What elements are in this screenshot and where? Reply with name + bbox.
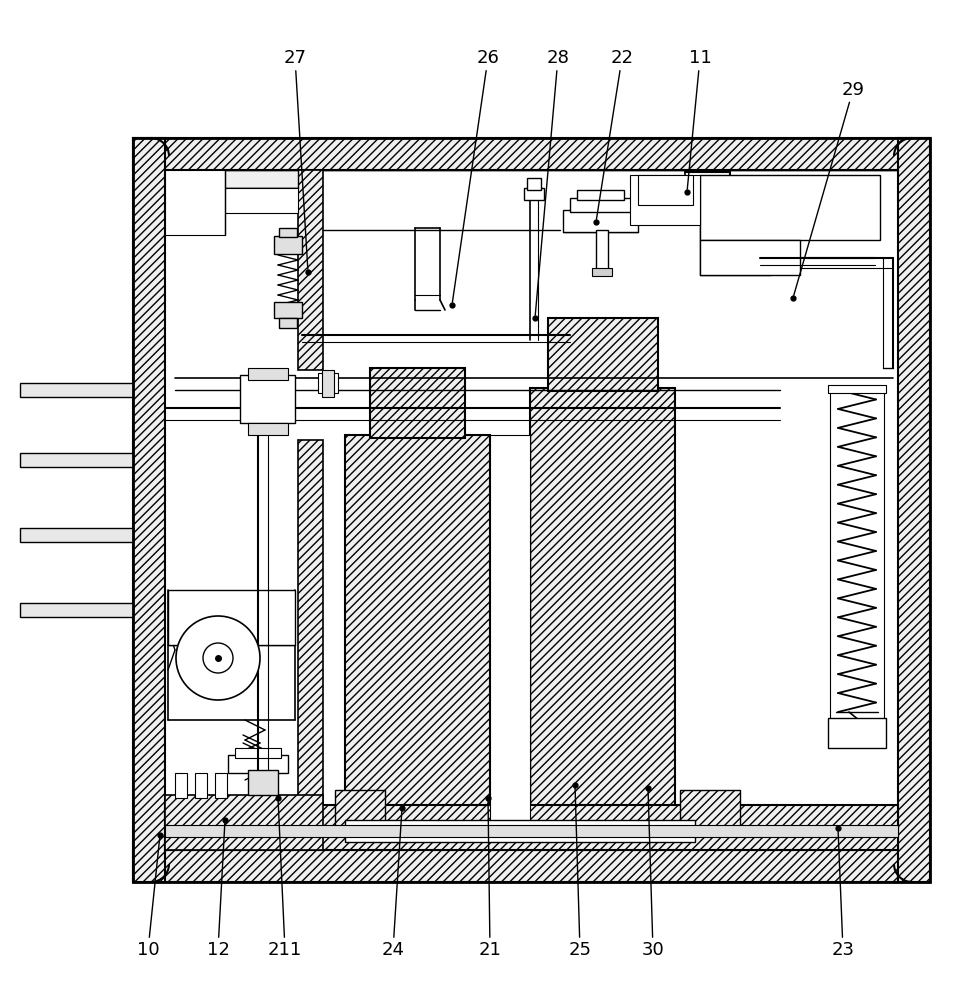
Bar [248,368,288,380]
Bar [345,820,695,842]
Bar [20,603,133,617]
Bar [240,375,295,423]
Bar [195,773,207,798]
Bar [898,138,930,882]
Bar [563,210,638,232]
Text: 10: 10 [136,941,159,959]
Bar [20,383,133,397]
Bar [165,825,898,837]
Bar [133,850,930,882]
Bar [828,385,886,393]
Text: 211: 211 [268,941,302,959]
Bar [630,175,700,225]
Bar [168,590,295,645]
Bar [248,423,288,435]
Text: 25: 25 [569,941,591,959]
Bar [133,138,165,882]
Bar [298,170,323,370]
Text: 29: 29 [841,81,865,99]
Text: 23: 23 [832,941,855,959]
Bar [165,170,225,235]
Bar [235,748,281,758]
Bar [700,240,800,275]
Bar [577,190,624,200]
Bar [228,755,288,773]
Bar [322,370,334,397]
Bar [592,268,612,276]
Bar [318,373,338,393]
Bar [370,820,465,842]
Bar [690,193,725,211]
Bar [20,528,133,542]
Bar [638,175,693,205]
Bar [274,302,302,318]
Bar [548,822,658,842]
Bar [490,435,530,825]
Bar [20,453,133,467]
Bar [248,770,278,795]
Bar [175,773,187,798]
Bar [279,228,297,237]
Bar [165,795,323,850]
Bar [165,170,298,188]
Bar [345,435,490,825]
Text: 24: 24 [382,941,405,959]
Bar [370,368,465,438]
Text: 11: 11 [689,49,711,67]
Text: 22: 22 [611,49,634,67]
Bar [548,318,658,391]
Circle shape [176,616,260,700]
Text: 26: 26 [476,49,499,67]
Bar [298,440,323,850]
Bar [279,318,297,328]
Bar [165,805,898,850]
Circle shape [203,643,233,673]
Bar [527,178,541,190]
Bar [165,170,220,220]
Bar [215,773,227,798]
Bar [596,230,608,270]
Bar [700,175,880,240]
Text: 27: 27 [283,49,306,67]
Bar [828,718,886,748]
Bar [335,790,385,830]
Text: 28: 28 [547,49,569,67]
Bar [680,790,740,830]
Bar [570,198,631,212]
Bar [165,188,298,213]
Bar [530,388,675,825]
Text: 30: 30 [641,941,665,959]
Bar [133,138,930,882]
Text: 12: 12 [207,941,230,959]
Bar [133,138,930,170]
Bar [274,236,302,254]
Text: 21: 21 [478,941,501,959]
Bar [524,188,544,200]
